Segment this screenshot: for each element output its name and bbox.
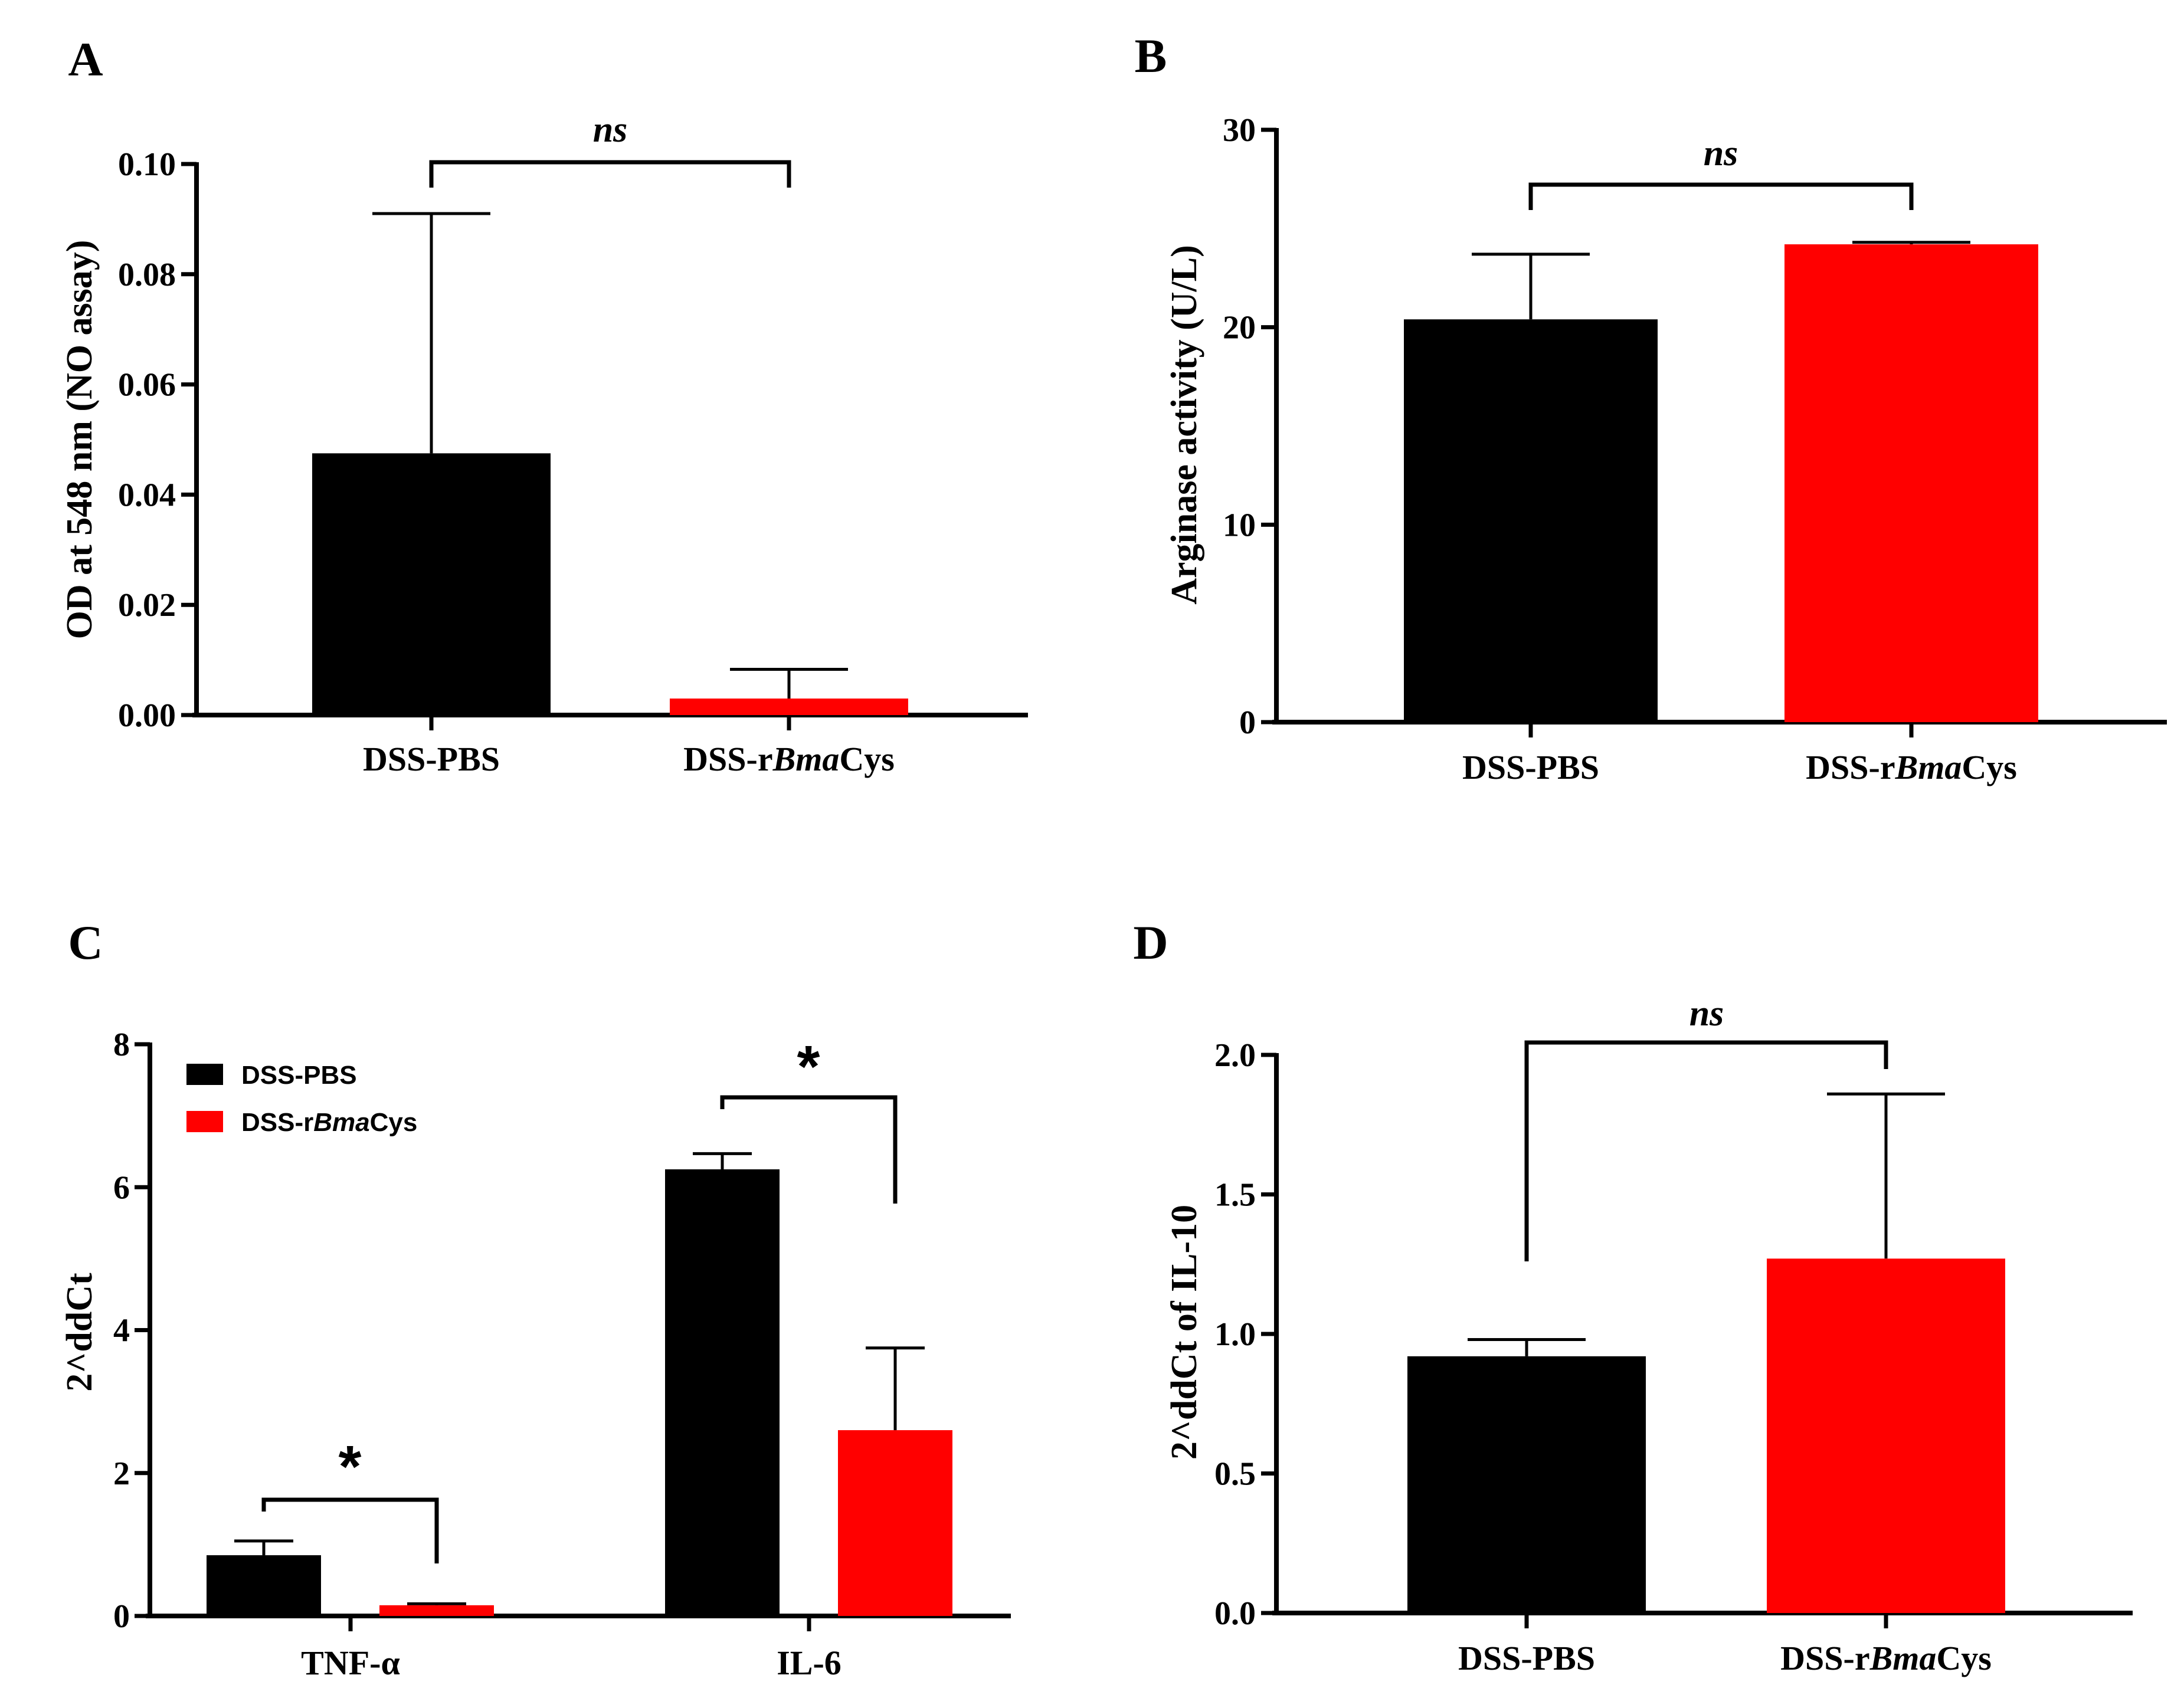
panel-letter-a: A [68,32,103,86]
significance-bracket [1524,1040,1888,1261]
legend-label-part: Cys [370,1108,418,1137]
y-tick-label: 4 [113,1313,130,1349]
y-tick-label: 0.08 [118,257,176,293]
y-tick-label: 2 [113,1455,130,1492]
y-tick-label: 0.06 [118,367,176,404]
x-tick-label-part: DSS-r [1780,1639,1869,1677]
significance-label: ns [1704,133,1738,173]
significance-bracket [720,1095,898,1204]
significance-label: ns [1689,994,1724,1034]
y-tick-label: 1.0 [1214,1316,1256,1353]
bar-dss-pbs [312,453,551,715]
y-tick-label: 10 [1223,507,1256,543]
y-tick-label: 0 [1239,704,1256,741]
bar-dss-rbmacys [670,698,908,715]
x-tick-label: DSS-rBmaCys [683,740,895,778]
panel-letter-d: D [1133,916,1168,969]
legend-label-part: DSS-r [241,1108,313,1137]
x-tick-label: DSS-PBS [1458,1639,1595,1677]
x-tick-label: DSS-rBmaCys [1806,748,2017,786]
legend-swatch-dss-pbs [186,1064,223,1085]
x-tick-label: DSS-rBmaCys [1780,1639,1992,1677]
legend-label-part: Bma [313,1108,369,1137]
bar-dss-rbmacys [1767,1258,2005,1613]
y-tick-label: 2.0 [1214,1037,1256,1074]
y-tick-label: 20 [1223,310,1256,346]
x-tick-label: IL-6 [777,1644,841,1682]
y-tick-label: 0.5 [1214,1456,1256,1493]
significance-bracket [1528,182,1914,210]
y-tick-label: 8 [113,1027,130,1063]
y-tick-label: 6 [113,1169,130,1206]
y-tick-label: 0.00 [118,697,176,734]
x-tick-label: TNF-α [301,1644,400,1682]
y-axis-label: 2^ddCt of IL-10 [1164,1205,1204,1460]
significance-bracket [261,1497,439,1563]
x-tick-label: DSS-PBS [363,740,500,778]
significance-bracket [429,160,791,188]
significance-label: ns [593,110,628,150]
bar-dss-pbs [665,1169,780,1616]
panel-letter-b: B [1135,29,1167,83]
x-tick-label-part: Cys [1962,748,2016,786]
bar-dss-pbs [207,1555,321,1616]
bar-dss-pbs [1404,319,1658,722]
x-tick-label-part: Bma [772,740,840,778]
y-tick-label: 0.04 [118,477,176,513]
y-axis-label: Arginase activity (U/L) [1164,245,1204,605]
y-tick-label: 0.10 [118,146,176,183]
x-tick-label-part: Cys [839,740,894,778]
y-tick-label: 30 [1223,112,1256,149]
x-tick-label-part: Cys [1936,1639,1991,1677]
y-axis-label: OD at 548 nm (NO assay) [60,240,100,640]
bar-dss-rbmacys [838,1430,952,1616]
significance-star: * [339,1434,362,1500]
bar-dss-rbmacys [379,1605,494,1616]
x-tick-label-part: DSS-r [683,740,772,778]
bar-dss-rbmacys [1784,244,2038,722]
y-tick-label: 1.5 [1214,1177,1256,1214]
x-tick-label-part: Bma [1895,748,1962,786]
y-tick-label: 0.0 [1214,1595,1256,1632]
x-tick-label-part: Bma [1869,1639,1937,1677]
y-axis-label: 2^ddCt [60,1273,100,1392]
legend-label-dss-rbmacys: DSS-rBmaCys [241,1108,417,1137]
panel-letter-c: C [68,916,103,969]
y-tick-label: 0.02 [118,587,176,624]
bar-dss-pbs [1407,1356,1646,1613]
x-tick-label-part: DSS-r [1806,748,1895,786]
legend-label-dss-pbs: DSS-PBS [241,1061,357,1090]
significance-star: * [797,1034,820,1100]
y-tick-label: 0 [113,1598,130,1635]
legend-swatch-dss-rbmacys [186,1111,223,1132]
x-tick-label: DSS-PBS [1462,748,1599,786]
